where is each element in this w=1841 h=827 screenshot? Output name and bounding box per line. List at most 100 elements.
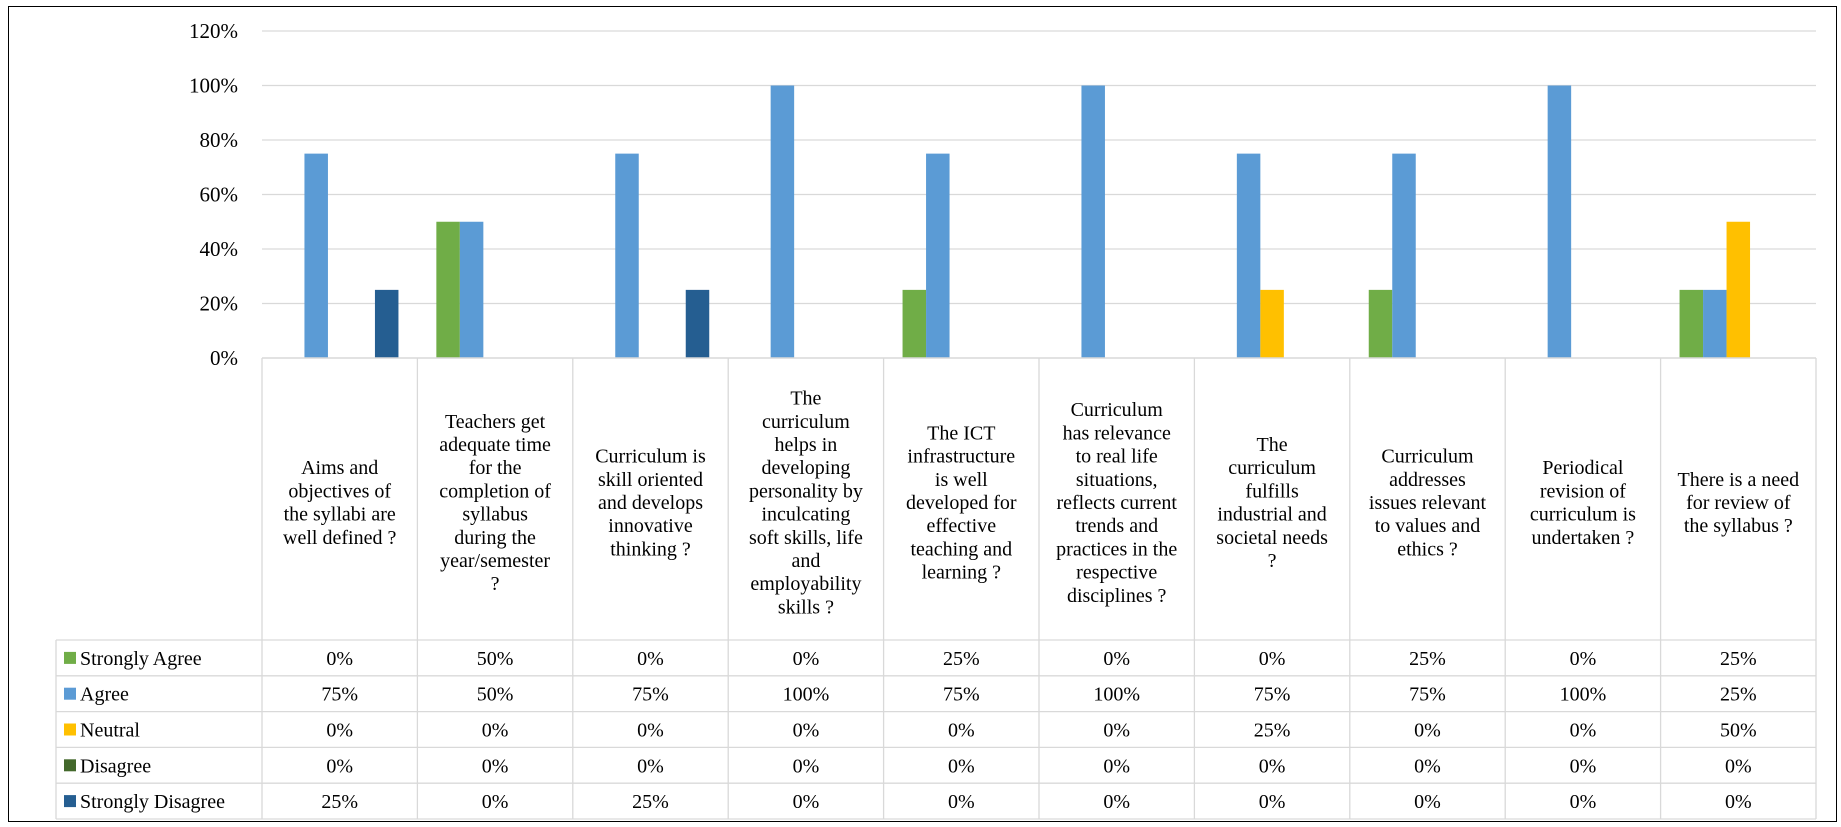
category-label: The xyxy=(790,388,821,410)
bar xyxy=(1547,85,1572,358)
data-table-value: 0% xyxy=(1414,720,1441,742)
y-tick-label: 80% xyxy=(200,128,239,152)
category-label: syllabus xyxy=(462,504,528,526)
category-label: societal needs xyxy=(1216,527,1328,549)
category-label: employability xyxy=(750,573,861,595)
data-table-value: 0% xyxy=(1570,720,1597,742)
data-table-value: 0% xyxy=(1725,791,1752,813)
data-table-value: 25% xyxy=(943,648,980,670)
category-label: thinking ? xyxy=(610,538,691,560)
data-table-value: 0% xyxy=(482,720,509,742)
category-label: and develops xyxy=(598,492,703,514)
y-tick-label: 0% xyxy=(210,346,238,370)
category-label: reflects current xyxy=(1056,492,1177,514)
category-label: year/semester xyxy=(440,550,550,572)
data-table-value: 0% xyxy=(793,720,820,742)
data-table-value: 0% xyxy=(482,755,509,777)
bar xyxy=(1703,289,1727,358)
category-label: industrial and xyxy=(1217,504,1326,526)
chart-frame xyxy=(8,6,1837,822)
category-label: There is a need xyxy=(1677,469,1799,491)
data-table-value: 0% xyxy=(793,648,820,670)
legend-key xyxy=(64,687,76,700)
data-table-value: 50% xyxy=(1720,720,1757,742)
category-label: ethics ? xyxy=(1397,538,1458,560)
legend-label: Strongly Agree xyxy=(80,648,202,670)
data-table-value: 0% xyxy=(1103,648,1130,670)
y-tick-label: 20% xyxy=(200,292,239,316)
category-label: teaching and xyxy=(910,538,1012,560)
legend-key xyxy=(64,651,76,664)
data-table-value: 0% xyxy=(948,755,975,777)
category-label: curriculum is xyxy=(1530,504,1636,526)
data-table-value: 0% xyxy=(1570,755,1597,777)
data-table-value: 100% xyxy=(783,684,830,706)
legend-label: Agree xyxy=(80,684,129,706)
data-table-value: 100% xyxy=(1093,684,1140,706)
category-label: The xyxy=(1257,434,1288,456)
legend-key xyxy=(64,759,76,772)
category-label: for review of xyxy=(1686,492,1791,514)
data-table-value: 25% xyxy=(321,791,358,813)
bar xyxy=(1236,153,1261,358)
category-label: helps in xyxy=(775,434,838,456)
category-label: ? xyxy=(491,573,500,595)
category-label: Aims and xyxy=(301,457,378,479)
category-label: personality by xyxy=(749,480,863,502)
data-table-value: 0% xyxy=(637,648,664,670)
data-table-value: 0% xyxy=(326,755,353,777)
data-table-value: 0% xyxy=(1570,791,1597,813)
category-label: curriculum xyxy=(1228,457,1316,479)
data-table-value: 25% xyxy=(1720,684,1757,706)
data-table-value: 25% xyxy=(632,791,669,813)
category-label: undertaken ? xyxy=(1532,527,1635,549)
y-tick-label: 60% xyxy=(200,183,239,207)
data-table-value: 75% xyxy=(321,684,358,706)
data-table-value: 50% xyxy=(477,648,514,670)
category-label: completion of xyxy=(439,480,551,502)
data-table-value: 0% xyxy=(1725,755,1752,777)
category-label: during the xyxy=(454,527,536,549)
bar xyxy=(1679,289,1704,358)
category-label: and xyxy=(791,550,820,572)
data-table-value: 0% xyxy=(1570,648,1597,670)
data-table-value: 0% xyxy=(326,648,353,670)
data-table-value: 75% xyxy=(943,684,980,706)
legend-key xyxy=(64,723,76,736)
bar xyxy=(459,221,484,358)
category-label: adequate time xyxy=(439,434,551,456)
y-tick-label: 120% xyxy=(189,19,238,43)
data-table-value: 0% xyxy=(1103,755,1130,777)
bar xyxy=(902,289,927,358)
legend-key xyxy=(64,795,76,808)
bar xyxy=(1392,153,1416,358)
data-table-value: 75% xyxy=(632,684,669,706)
category-label: skill oriented xyxy=(598,469,703,491)
category-label: respective xyxy=(1076,562,1157,584)
category-label: disciplines ? xyxy=(1067,585,1167,607)
category-label: is well xyxy=(935,469,988,491)
category-label: Periodical xyxy=(1542,457,1624,479)
data-table-value: 0% xyxy=(1414,791,1441,813)
category-label: Teachers get xyxy=(445,411,546,433)
category-label: trends and xyxy=(1075,515,1158,537)
category-label: soft skills, life xyxy=(749,527,863,549)
category-label: the syllabus ? xyxy=(1684,515,1793,537)
category-label: innovative xyxy=(608,515,693,537)
category-label: developing xyxy=(761,457,850,479)
category-label: revision of xyxy=(1540,480,1626,502)
category-label: learning ? xyxy=(922,562,1002,584)
category-label: for the xyxy=(469,457,522,479)
bar xyxy=(770,85,795,358)
category-label: issues relevant xyxy=(1369,492,1487,514)
data-table-value: 0% xyxy=(1259,755,1286,777)
data-table-value: 0% xyxy=(637,720,664,742)
category-label: addresses xyxy=(1389,469,1466,491)
bar xyxy=(685,289,710,358)
data-table-value: 0% xyxy=(1414,755,1441,777)
y-tick-label: 40% xyxy=(200,237,239,261)
bar xyxy=(1081,85,1105,358)
data-table-value: 0% xyxy=(637,755,664,777)
category-label: to real life xyxy=(1076,446,1158,468)
